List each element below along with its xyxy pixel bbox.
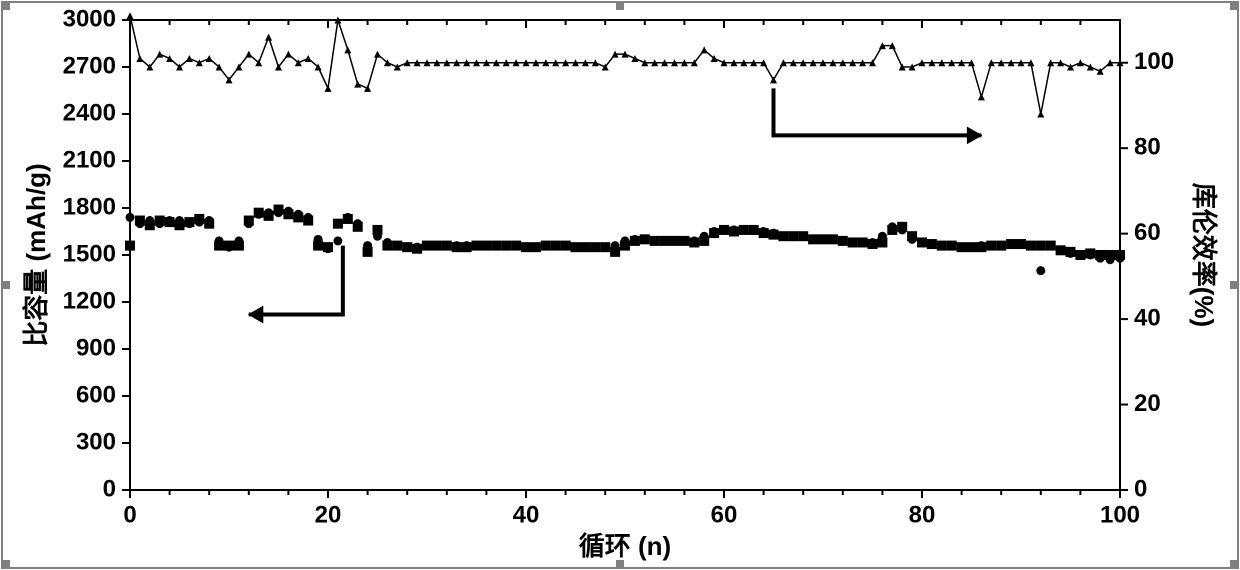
y-left-tick-label: 1500 [63,240,116,267]
dual-axis-scatter-chart: 020406080100循环 (n)0300600900120015001800… [0,0,1240,570]
right-arrow-icon [774,88,982,135]
y-left-tick-label: 600 [76,381,116,408]
y-left-tick-label: 2100 [63,146,116,173]
y-left-tick-label: 1800 [63,193,116,220]
x-axis-label: 循环 (n) [579,531,671,561]
x-tick-label: 100 [1100,501,1140,528]
y-left-tick-label: 3000 [63,5,116,32]
y-axis-left [122,20,130,490]
y-axis-right [1120,63,1128,490]
y-right-tick-label: 40 [1134,304,1161,331]
y-right-tick-label: 60 [1134,219,1161,246]
y-left-tick-label: 900 [76,334,116,361]
y-left-tick-label: 300 [76,428,116,455]
y-right-axis-label: 库伦效率(%) [1189,183,1219,327]
capacity-discharge-markers [126,207,1125,276]
y-left-tick-label: 2400 [63,99,116,126]
left-arrow-icon [249,246,343,315]
chart-container: 020406080100循环 (n)0300600900120015001800… [0,0,1240,570]
y-left-tick-label: 2700 [63,52,116,79]
y-right-tick-label: 80 [1134,134,1161,161]
y-right-tick-label: 20 [1134,390,1161,417]
x-axis [130,20,1120,498]
y-left-tick-label: 1200 [63,287,116,314]
y-right-tick-label: 100 [1134,48,1174,75]
x-tick-label: 80 [909,501,936,528]
efficiency-markers [127,12,1124,117]
y-right-tick-label: 0 [1134,475,1147,502]
outer-frame [2,2,1238,568]
y-left-tick-label: 0 [103,475,116,502]
x-tick-label: 0 [123,501,136,528]
x-tick-label: 20 [315,501,342,528]
x-tick-label: 40 [513,501,540,528]
plot-frame [130,20,1120,490]
x-tick-label: 60 [711,501,738,528]
y-left-axis-label: 比容量 (mAh/g) [21,163,51,346]
